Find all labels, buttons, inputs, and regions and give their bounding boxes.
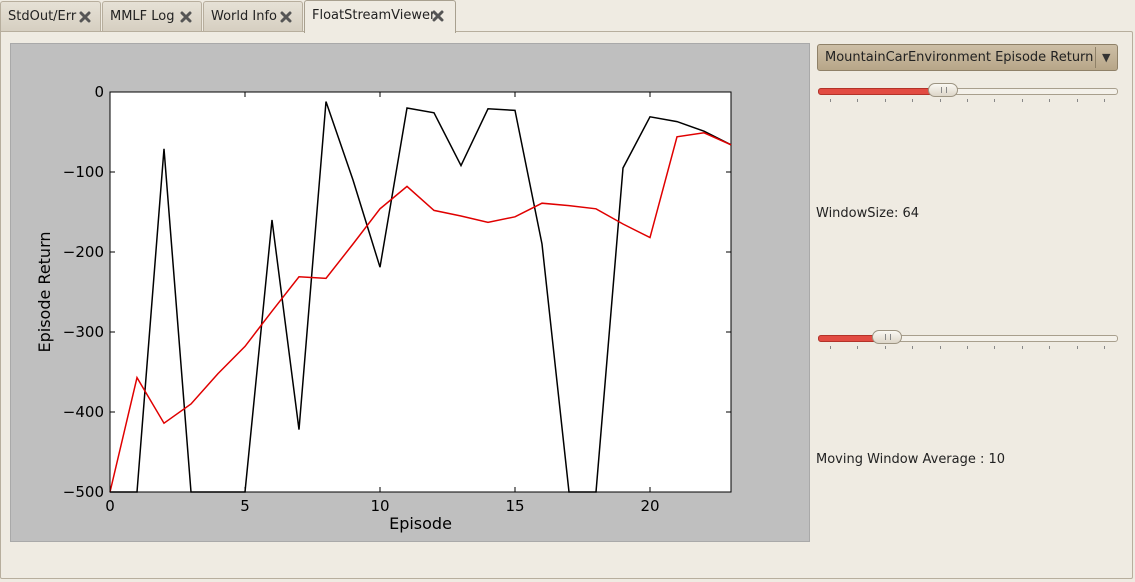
- y-tick-label: 0: [94, 83, 104, 101]
- x-tick-label: 10: [370, 497, 389, 515]
- x-tick-label: 20: [640, 497, 659, 515]
- chevron-down-icon[interactable]: ▼: [1102, 51, 1111, 64]
- tab-bar: StdOut/Err MMLF Log World Info FloatStre…: [0, 0, 1135, 33]
- window-size-slider[interactable]: [818, 83, 1118, 103]
- slider-tick: [1076, 346, 1078, 349]
- slider-tick: [857, 346, 859, 349]
- moving-average-slider[interactable]: [818, 330, 1118, 350]
- slider-tick: [912, 99, 914, 102]
- slider-fill: [818, 88, 934, 95]
- tab-label: MMLF Log: [110, 9, 175, 24]
- slider-tick: [830, 99, 831, 102]
- slider-tick: [939, 99, 941, 102]
- slider-handle[interactable]: [871, 330, 902, 344]
- slider-tick: [1021, 99, 1023, 102]
- dropdown-separator: [1095, 47, 1096, 68]
- y-tick-label: −300: [63, 323, 104, 341]
- slider-tick: [1049, 346, 1051, 349]
- close-icon[interactable]: [79, 11, 91, 23]
- tab-world-info[interactable]: World Info: [203, 1, 303, 31]
- slider-tick: [1104, 346, 1105, 349]
- close-icon[interactable]: [180, 11, 192, 23]
- slider-tick: [939, 346, 941, 349]
- close-icon[interactable]: [280, 11, 292, 23]
- series-layer: [109, 101, 732, 493]
- x-axis-label: Episode: [389, 514, 452, 533]
- tab-label: FloatStreamViewer: [312, 8, 436, 23]
- slider-ticks: [818, 99, 1118, 103]
- slider-tick: [1104, 99, 1105, 102]
- tab-stdout-err[interactable]: StdOut/Err: [0, 1, 101, 31]
- slider-tick: [857, 99, 859, 102]
- slider-tick: [1049, 99, 1051, 102]
- slider-ticks: [818, 346, 1118, 350]
- y-tick-label: −400: [63, 403, 104, 421]
- tab-label: World Info: [211, 9, 277, 24]
- slider-tick: [967, 346, 968, 349]
- slider-tick: [912, 346, 914, 349]
- x-tick-label: 5: [240, 497, 250, 515]
- slider-tick: [994, 99, 996, 102]
- close-icon[interactable]: [432, 10, 444, 22]
- x-axis: 0 5 10 15 20: [105, 92, 660, 515]
- slider-fill: [818, 335, 878, 342]
- slider-tick: [994, 346, 996, 349]
- stream-select-value: MountainCarEnvironment Episode Return: [825, 50, 1094, 65]
- episode-return-chart: 0 5 10 15 20 0 −100 −200 −300 −400 −500 Episode E…: [35, 83, 732, 533]
- window-size-label: WindowSize: 64: [816, 206, 919, 221]
- stream-select-dropdown[interactable]: MountainCarEnvironment Episode Return ▼: [817, 44, 1118, 71]
- slider-tick: [967, 99, 968, 102]
- slider-handle[interactable]: [927, 83, 958, 97]
- y-tick-label: −500: [63, 483, 104, 501]
- slider-tick: [1076, 99, 1078, 102]
- tab-mmlf-log[interactable]: MMLF Log: [102, 1, 202, 31]
- y-axis: 0 −100 −200 −300 −400 −500: [63, 83, 731, 501]
- x-tick-label: 0: [105, 497, 115, 515]
- y-axis-label: Episode Return: [35, 231, 54, 352]
- y-tick-label: −100: [63, 163, 104, 181]
- slider-tick: [884, 99, 886, 102]
- moving-average-line: [109, 132, 732, 493]
- slider-tick: [1021, 346, 1023, 349]
- moving-average-label: Moving Window Average : 10: [816, 452, 1006, 467]
- raw-return-line: [110, 101, 732, 493]
- tab-label: StdOut/Err: [8, 9, 77, 24]
- tab-float-stream-viewer[interactable]: FloatStreamViewer: [304, 0, 456, 33]
- slider-tick: [830, 346, 831, 349]
- x-tick-label: 15: [505, 497, 524, 515]
- axes-frame: [109, 91, 732, 493]
- y-tick-label: −200: [63, 243, 104, 261]
- slider-tick: [884, 346, 886, 349]
